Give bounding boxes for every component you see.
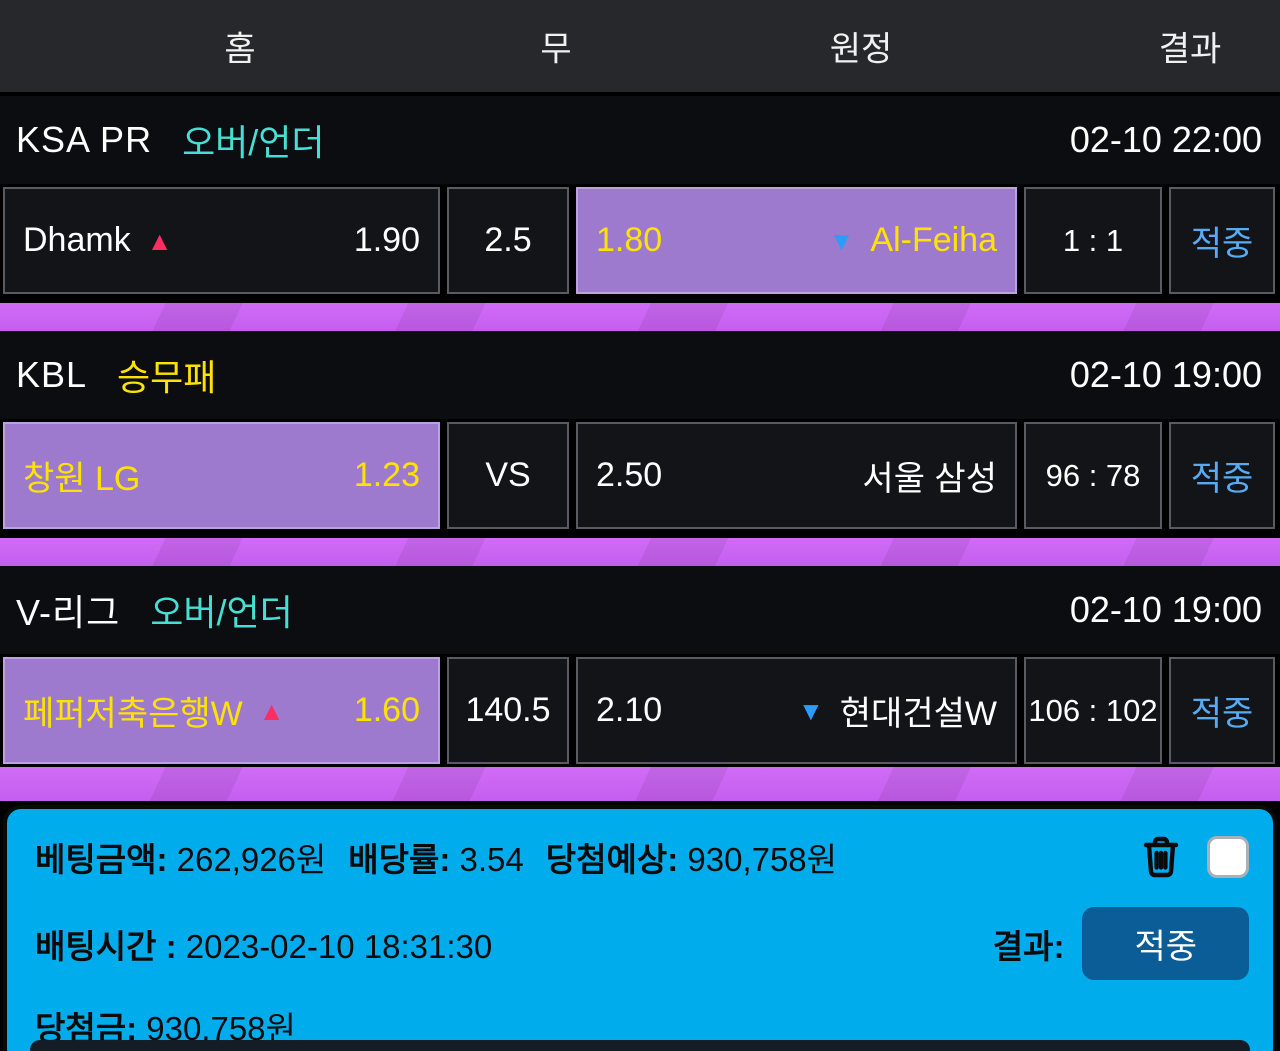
column-label-home: 홈 — [224, 30, 256, 69]
section-header: KSA PR 오버/언더 02-10 22:00 — [0, 96, 1280, 184]
result-cell: 적중 — [1169, 187, 1275, 294]
away-odds: 2.50 — [596, 456, 663, 494]
final-score: 106 : 102 — [1028, 692, 1158, 728]
result-status: 적중 — [1190, 460, 1254, 498]
home-odds: 1.60 — [353, 691, 420, 729]
result-label: 결과: — [992, 927, 1065, 965]
section-header: KBL 승무패 02-10 19:00 — [0, 331, 1280, 419]
purple-divider — [0, 538, 1280, 566]
match-section-v-league: V-리그 오버/언더 02-10 19:00 페퍼저축은행W ▲ 1.60 14… — [0, 566, 1280, 767]
draw-line: 140.5 — [465, 691, 551, 729]
section-header: V-리그 오버/언더 02-10 19:00 — [0, 566, 1280, 654]
market-type: 승무패 — [117, 357, 217, 398]
home-team-name: Dhamk — [23, 221, 131, 259]
match-row: 페퍼저축은행W ▲ 1.60 140.5 2.10 ▼ 현대건설W 106 : … — [0, 654, 1280, 767]
score-cell: 1 : 1 — [1024, 187, 1162, 294]
bet-amount-label: 베팅금액: — [35, 841, 168, 878]
expected-win-value: 930,758원 — [687, 841, 838, 878]
select-checkbox[interactable] — [1207, 836, 1249, 878]
score-cell: 106 : 102 — [1024, 657, 1162, 764]
result-cell: 적중 — [1169, 422, 1275, 529]
bet-summary-line: 베팅금액: 262,926원 배당률: 3.54 당첨예상: 930,758원 — [35, 833, 1249, 881]
league-name: KBL — [16, 354, 88, 395]
away-team-name: 서울 삼성 — [862, 460, 997, 498]
trend-up-icon: ▲ — [146, 225, 173, 256]
draw-pick-cell: 140.5 — [447, 657, 569, 764]
result-status-button: 적중 — [1082, 907, 1249, 980]
home-odds: 1.90 — [353, 221, 420, 259]
league-name: KSA PR — [16, 119, 153, 160]
match-section-ksa-pr: KSA PR 오버/언더 02-10 22:00 Dhamk ▲ 1.90 2.… — [0, 96, 1280, 297]
away-pick-cell-selected: 1.80 ▼ Al-Feiha — [576, 187, 1017, 294]
bet-summary-panel: 베팅금액: 262,926원 배당률: 3.54 당첨예상: 930,758원 … — [3, 805, 1277, 1051]
odds-label: 배당률: — [348, 841, 451, 878]
away-team-name: 현대건설W — [839, 695, 997, 733]
bet-time-value: 2023-02-10 18:31:30 — [185, 927, 493, 965]
purple-divider — [0, 767, 1280, 801]
expected-win-label: 당첨예상: — [545, 841, 679, 878]
home-team-name: 페퍼저축은행W — [23, 695, 243, 733]
final-score: 1 : 1 — [1062, 222, 1124, 258]
bet-time-line: 배팅시간 : 2023-02-10 18:31:30 결과: 적중 — [35, 907, 1249, 980]
away-pick-cell: 2.50 서울 삼성 — [576, 422, 1017, 529]
trend-down-icon: ▼ — [828, 225, 855, 256]
score-cell: 96 : 78 — [1024, 422, 1162, 529]
away-odds: 2.10 — [596, 691, 663, 729]
column-label-away: 원정 — [829, 30, 893, 69]
home-team-name: 창원 LG — [23, 460, 141, 498]
match-section-kbl: KBL 승무패 02-10 19:00 창원 LG 1.23 VS 2.50 서… — [0, 331, 1280, 532]
market-type: 오버/언더 — [182, 122, 325, 163]
match-time: 02-10 22:00 — [1069, 119, 1262, 160]
result-status: 적중 — [1190, 695, 1254, 733]
trend-down-icon: ▼ — [798, 695, 824, 726]
away-pick-cell: 2.10 ▼ 현대건설W — [576, 657, 1017, 764]
bet-amount-value: 262,926원 — [176, 841, 327, 878]
market-type: 오버/언더 — [150, 592, 293, 633]
match-time: 02-10 19:00 — [1069, 589, 1262, 630]
draw-line: 2.5 — [484, 221, 532, 259]
draw-pick-cell: VS — [447, 422, 569, 529]
column-header-bar: 홈 무 원정 결과 — [0, 0, 1280, 96]
home-pick-cell-selected: 창원 LG 1.23 — [3, 422, 440, 529]
next-card-top-edge — [30, 1040, 1250, 1051]
home-odds: 1.23 — [353, 456, 420, 494]
trend-up-icon: ▲ — [258, 695, 285, 726]
column-label-result: 결과 — [1158, 30, 1222, 69]
draw-pick-cell: 2.5 — [447, 187, 569, 294]
purple-divider — [0, 303, 1280, 331]
match-time: 02-10 19:00 — [1069, 354, 1262, 395]
final-score: 96 : 78 — [1045, 457, 1141, 493]
league-name: V-리그 — [16, 592, 121, 633]
trash-icon[interactable] — [1137, 833, 1185, 881]
match-row: Dhamk ▲ 1.90 2.5 1.80 ▼ Al-Feiha 1 : 1 적… — [0, 184, 1280, 297]
match-row: 창원 LG 1.23 VS 2.50 서울 삼성 96 : 78 적중 — [0, 419, 1280, 532]
home-pick-cell: Dhamk ▲ 1.90 — [3, 187, 440, 294]
away-team-name: Al-Feiha — [870, 221, 997, 259]
result-cell: 적중 — [1169, 657, 1275, 764]
column-label-draw: 무 — [540, 30, 572, 69]
bet-time-label: 배팅시간 : — [35, 927, 177, 965]
home-pick-cell-selected: 페퍼저축은행W ▲ 1.60 — [3, 657, 440, 764]
odds-value: 3.54 — [459, 841, 524, 878]
away-odds: 1.80 — [596, 221, 663, 259]
result-status: 적중 — [1190, 225, 1254, 263]
draw-line: VS — [485, 456, 531, 494]
